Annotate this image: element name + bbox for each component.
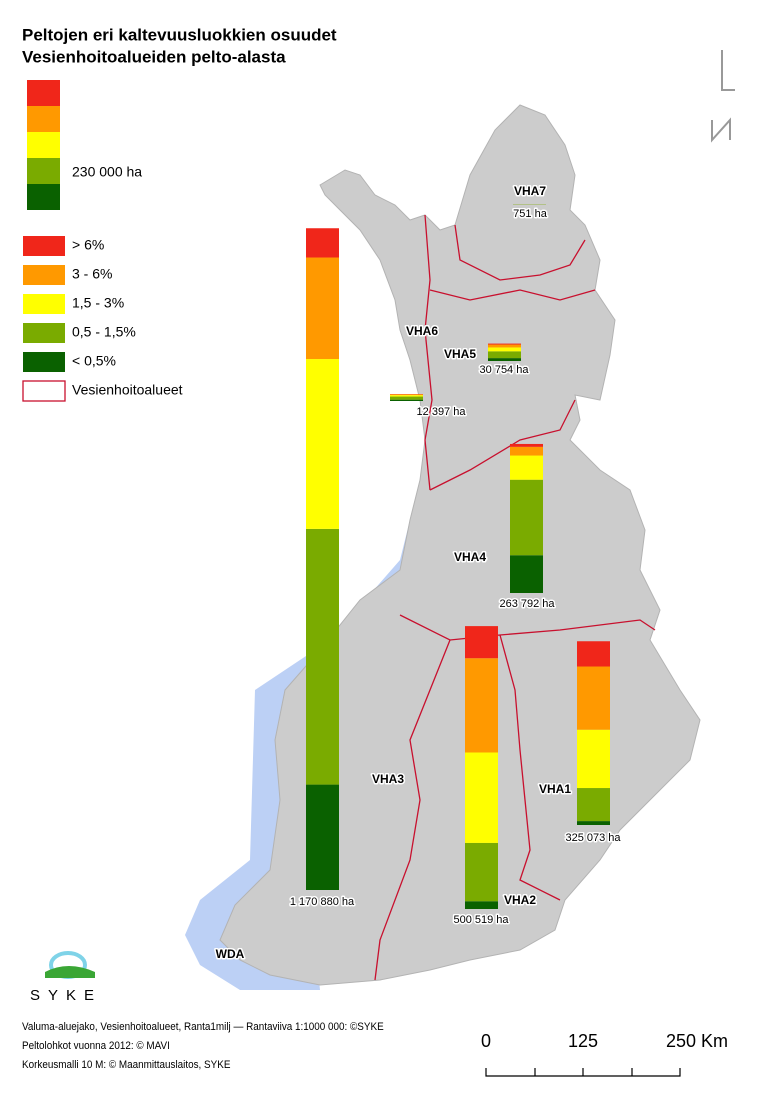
legend-label: 3 - 6% (72, 266, 112, 282)
reference-bar (27, 158, 60, 184)
bar-segment (390, 395, 423, 396)
credit: Peltolohkot vuonna 2012: © MAVI (22, 1040, 170, 1052)
bar-segment (577, 730, 610, 788)
bar-segment (577, 641, 610, 666)
bar-segment (510, 444, 543, 447)
region-total: 751 ha (513, 208, 548, 220)
region-label: VHA5 (444, 347, 476, 361)
legend-label: < 0,5% (72, 353, 116, 369)
credit: Valuma-aluejako, Vesienhoitoalueet, Rant… (22, 1021, 384, 1033)
scale-label: 250 Km (666, 1031, 728, 1051)
region-label: VHA3 (372, 772, 404, 786)
bar-segment (488, 358, 521, 361)
bar-segment (465, 901, 498, 909)
reference-bar (27, 132, 60, 158)
land (220, 105, 700, 985)
region-label: VHA6 (406, 324, 438, 338)
bar-segment (488, 344, 521, 345)
region-total: 325 073 ha (565, 832, 621, 844)
bar-segment (488, 351, 521, 358)
bar-segment (306, 258, 339, 360)
bar-segment (510, 555, 543, 593)
region-total: 500 519 ha (453, 914, 509, 926)
bar-segment (577, 667, 610, 730)
legend-swatch (23, 323, 65, 343)
region-label: VHA4 (454, 550, 486, 564)
bar-segment (465, 658, 498, 752)
region-total: 1 170 880 ha (290, 896, 355, 908)
scale-label: 0 (481, 1031, 491, 1051)
legend-label: 0,5 - 1,5% (72, 324, 136, 340)
bar-segment (510, 480, 543, 556)
reference-bar (27, 184, 60, 210)
legend-label: > 6% (72, 237, 104, 253)
bar-segment (577, 821, 610, 825)
bar-segment (488, 345, 521, 348)
legend-swatch (23, 381, 65, 401)
region-label: WDA (216, 947, 245, 961)
bar-segment (390, 397, 423, 400)
scale-label: 125 (568, 1031, 598, 1051)
logo-icon (45, 953, 95, 978)
region-label: VHA7 (514, 184, 546, 198)
region-label: VHA2 (504, 893, 536, 907)
north-arrow (712, 50, 735, 140)
title: Peltojen eri kaltevuusluokkien osuudet (22, 25, 337, 44)
legend-label: 1,5 - 3% (72, 295, 124, 311)
logo-text: SYKE (30, 987, 102, 1004)
legend-swatch (23, 236, 65, 256)
region-label: VHA1 (539, 782, 571, 796)
bar-segment (488, 347, 521, 351)
bar-segment (465, 752, 498, 842)
legend-label: Vesienhoitoalueet (72, 382, 183, 398)
legend-swatch (23, 294, 65, 314)
bar-segment (306, 228, 339, 257)
bar-segment (390, 394, 423, 395)
bar-segment (577, 788, 610, 821)
bar-segment (465, 626, 498, 658)
bar-segment (465, 843, 498, 901)
reference-bar (27, 106, 60, 132)
reference-label: 230 000 ha (72, 164, 142, 180)
scale-bar (486, 1068, 680, 1076)
legend-swatch (23, 352, 65, 372)
bar-segment (306, 359, 339, 529)
legend-swatch (23, 265, 65, 285)
credit: Korkeusmalli 10 M: © Maanmittauslaitos, … (22, 1059, 230, 1071)
region-total: 30 754 ha (480, 364, 530, 376)
title: Vesienhoitoalueiden pelto-alasta (22, 47, 286, 66)
region-total: 12 397 ha (417, 406, 467, 418)
bar-segment (390, 400, 423, 401)
region-total: 263 792 ha (499, 598, 555, 610)
bar-segment (510, 456, 543, 480)
bar-segment (306, 785, 339, 890)
bar-segment (306, 529, 339, 785)
reference-bar (27, 80, 60, 106)
bar-segment (510, 447, 543, 456)
